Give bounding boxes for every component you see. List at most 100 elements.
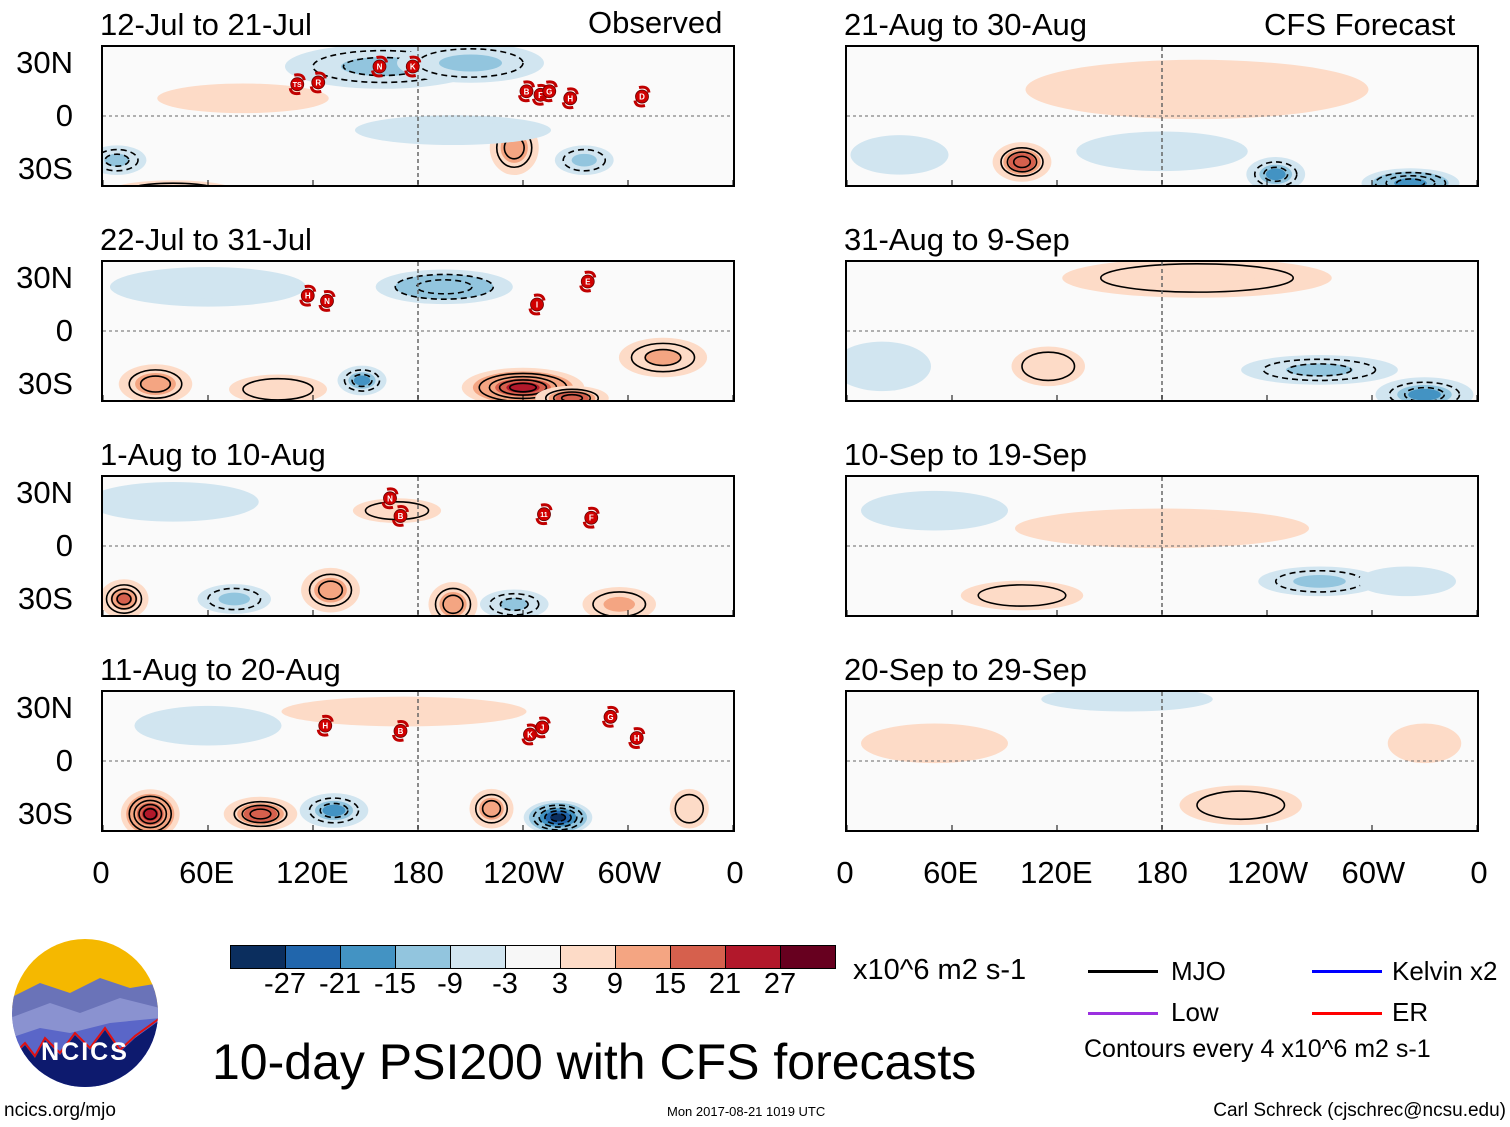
storm-marker-icon: R <box>309 71 327 94</box>
panel-title: 12-Jul to 21-Jul <box>100 7 312 42</box>
storm-label: G <box>546 87 552 96</box>
map-panel-forecast <box>845 260 1479 402</box>
mjo-contour <box>1287 363 1352 377</box>
mjo-contour <box>560 393 584 400</box>
anomaly-shading <box>1013 156 1031 168</box>
storm-marker-icon: B <box>392 720 409 742</box>
mjo-contour <box>488 592 540 615</box>
mjo-contour <box>481 799 502 818</box>
colorbar-label: 21 <box>708 968 742 1000</box>
colorbar-swatch <box>561 946 616 968</box>
footer-author: Carl Schreck (cjschrec@ncsu.edu) <box>1213 1100 1506 1121</box>
mjo-contour <box>977 584 1067 607</box>
anomaly-shading <box>322 804 346 817</box>
colorbar-swatch <box>451 946 506 968</box>
storm-label: B <box>524 87 530 96</box>
storm-marker-icon: N <box>381 487 399 510</box>
panel-title: 11-Aug to 20-Aug <box>100 652 341 687</box>
ncics-logo: NCICS <box>10 938 160 1093</box>
x-tick-label: 60W <box>1341 855 1406 890</box>
anomaly-shading <box>439 54 502 72</box>
colorbar-label: -3 <box>492 968 518 1000</box>
figure-title: 10-day PSI200 with CFS forecasts <box>212 1034 977 1090</box>
x-tick-label: 120E <box>1020 855 1093 890</box>
mjo-contour <box>1403 386 1446 400</box>
y-tick-label: 30S <box>17 366 73 401</box>
legend-er-label: ER <box>1392 997 1429 1027</box>
anomaly-shading <box>121 489 225 514</box>
anomaly-shading <box>852 351 912 382</box>
mjo-contour <box>644 348 682 367</box>
mjo-contour <box>415 279 473 295</box>
storm-label: H <box>305 292 311 301</box>
storm-marker-icon: N <box>318 290 336 312</box>
mjo-contour <box>1196 790 1286 821</box>
mjo-contour <box>1374 171 1447 185</box>
mjo-contour <box>544 810 572 825</box>
colorbar-swatch <box>781 946 835 968</box>
mjo-contour <box>674 793 705 824</box>
y-tick-label: 0 <box>55 313 73 348</box>
colorbar-label: 3 <box>551 968 569 1000</box>
mjo-contour <box>1253 161 1298 185</box>
anomaly-shading <box>1285 363 1354 377</box>
anomaly-shading <box>1402 731 1447 756</box>
x-tick-label: 60W <box>597 855 662 890</box>
anomaly-shading <box>680 800 698 818</box>
anomaly-shading <box>1139 269 1255 287</box>
colorbar-swatch <box>286 946 341 968</box>
colorbar-swatch <box>396 946 451 968</box>
mjo-contour <box>592 591 647 615</box>
mjo-contour <box>143 807 158 821</box>
anomaly-shading <box>644 349 682 366</box>
anomaly-shading <box>250 809 271 819</box>
anomaly-shading <box>484 802 499 816</box>
anomaly-shading <box>330 702 478 721</box>
colorbar-swatch <box>231 946 286 968</box>
storm-marker-icon: E <box>579 270 597 293</box>
anomaly-shading <box>506 138 523 157</box>
anomaly-shading <box>1377 572 1437 591</box>
storm-label: J <box>540 723 544 732</box>
mjo-contour <box>207 587 262 611</box>
colorbar-swatch <box>341 946 396 968</box>
storm-marker-icon: H <box>299 284 317 307</box>
x-tick-label: 0 <box>92 855 110 890</box>
anomaly-shading <box>191 89 295 108</box>
anomaly-shading <box>561 394 583 400</box>
storm-marker-icon: B <box>518 80 535 103</box>
storm-label: K <box>410 63 416 72</box>
storm-label: H <box>634 734 640 743</box>
footer-url[interactable]: ncics.org/mjo <box>4 1100 116 1121</box>
anomaly-shading <box>890 498 979 523</box>
colorbar-label: 15 <box>653 968 687 1000</box>
mjo-contour <box>1021 351 1076 382</box>
mjo-contour <box>105 584 143 614</box>
storm-label: R <box>315 78 321 87</box>
anomaly-shading <box>115 592 133 606</box>
mjo-contour <box>138 803 163 825</box>
mjo-contour <box>351 373 373 388</box>
mjo-contour <box>1395 178 1426 185</box>
y-tick-label: 30N <box>16 260 73 295</box>
map-panel-forecast <box>845 45 1479 187</box>
anomaly-shading <box>143 377 168 391</box>
mjo-contour <box>532 804 584 830</box>
colorbar-label: 9 <box>606 968 624 1000</box>
forecast-label: CFS Forecast <box>1264 7 1456 42</box>
mjo-contour <box>474 793 509 824</box>
storm-marker-icon: 11 <box>535 503 553 526</box>
x-tick-label: 120E <box>276 855 349 890</box>
mjo-contour <box>128 795 173 830</box>
map-panel-observed: H N I E <box>101 260 735 402</box>
storm-label: F <box>538 91 543 100</box>
storm-marker-icon: H <box>628 727 646 749</box>
anomaly-shading <box>995 589 1049 602</box>
mjo-contour <box>1099 263 1295 293</box>
mjo-contour <box>1012 155 1032 169</box>
y-tick-label: 30S <box>17 581 73 616</box>
storm-label: K <box>527 730 533 739</box>
anomaly-shading <box>218 592 250 606</box>
anomaly-shading <box>870 142 929 167</box>
